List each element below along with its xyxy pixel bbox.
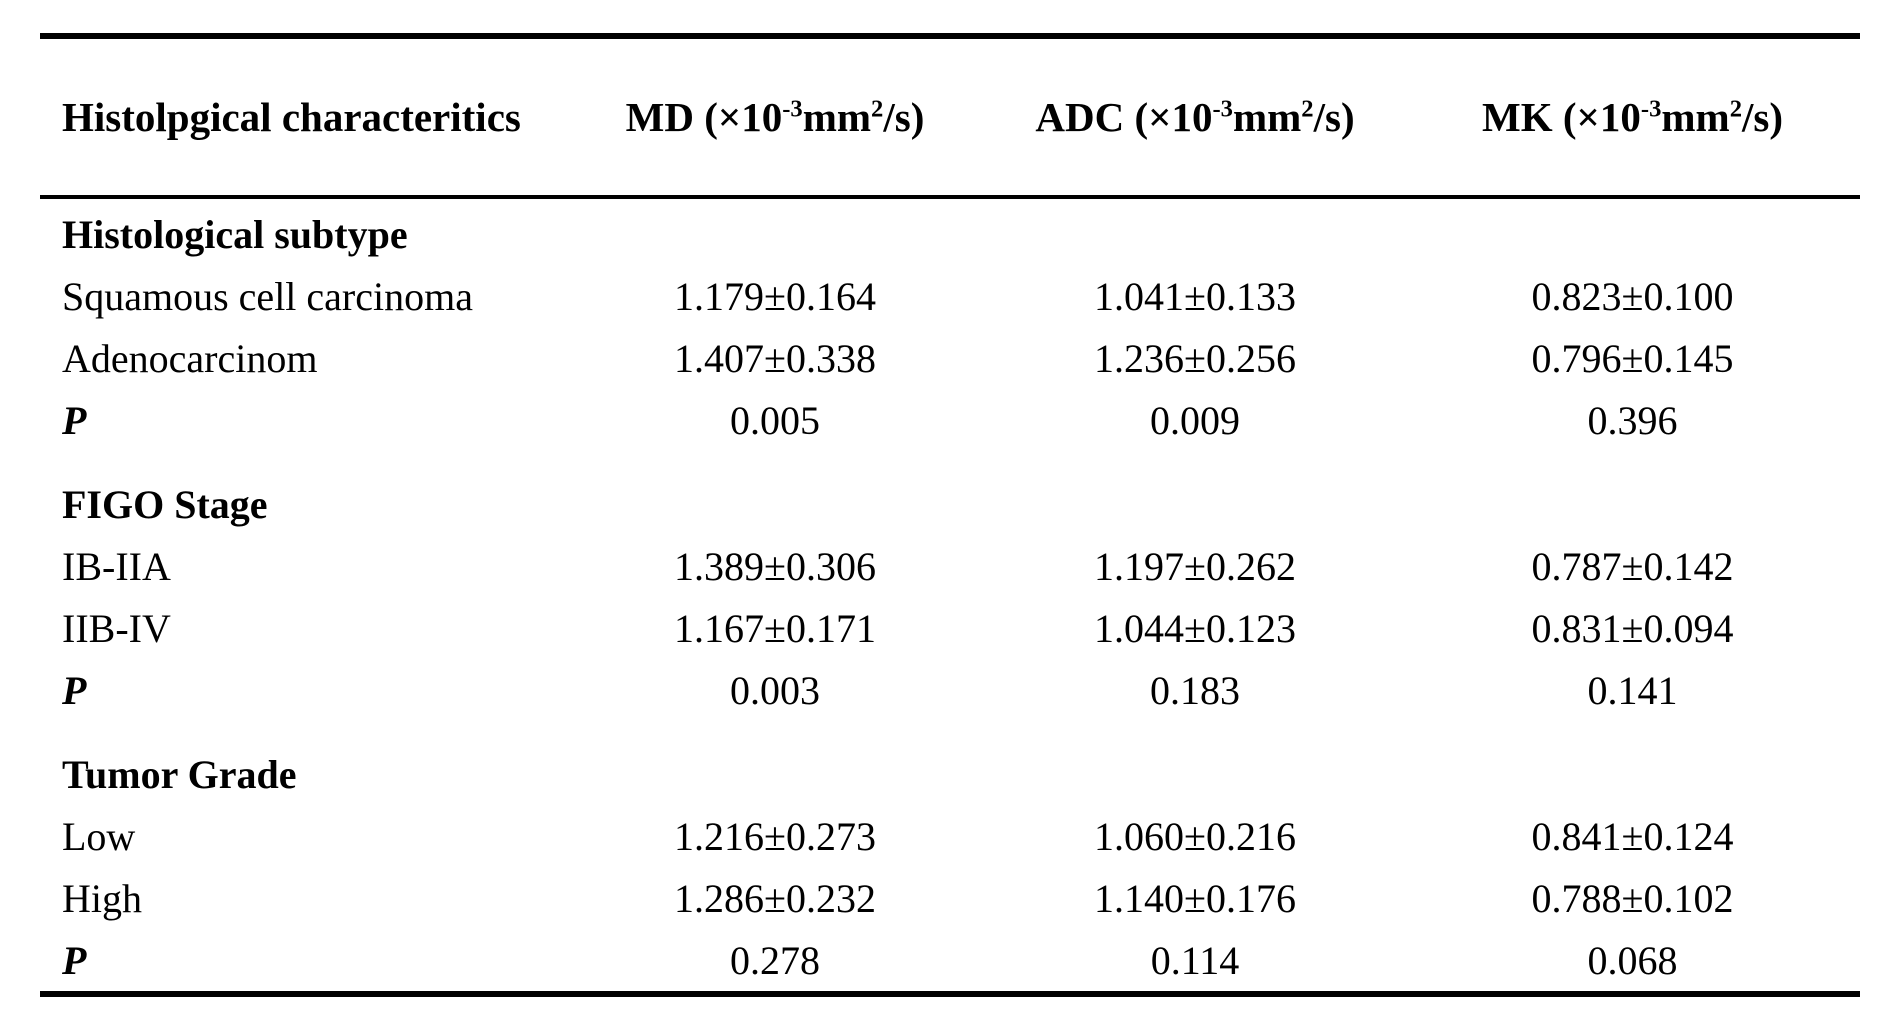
adc-unit-square: 2 xyxy=(1301,95,1314,123)
column-header-characteristics: Histolpgical characteritics xyxy=(62,94,521,140)
mk-p-value: 0.068 xyxy=(1587,937,1678,983)
section-histological-subtype: Histological subtype Squamous cell carci… xyxy=(40,203,1860,451)
section-title: Histological subtype xyxy=(62,211,408,257)
adc-unit-prefix: ADC (×10 xyxy=(1035,94,1213,140)
table-row: Adenocarcinom 1.407±0.338 1.236±0.256 0.… xyxy=(40,327,1860,389)
row-label: Squamous cell carcinoma xyxy=(62,273,473,319)
md-value: 1.216±0.273 xyxy=(674,813,876,859)
bottom-rule xyxy=(40,991,1860,997)
p-label: P xyxy=(62,937,87,983)
adc-p-value: 0.183 xyxy=(1150,667,1240,713)
table-body: Histological subtype Squamous cell carci… xyxy=(40,199,1860,991)
md-p-value: 0.003 xyxy=(730,667,820,713)
mk-unit-exponent: -3 xyxy=(1640,95,1662,123)
section-tumor-grade: Tumor Grade Low 1.216±0.273 1.060±0.216 … xyxy=(40,743,1860,991)
adc-value: 1.197±0.262 xyxy=(1094,543,1296,589)
md-unit-mm: mm xyxy=(802,94,872,140)
section-title-row: Histological subtype xyxy=(40,203,1860,265)
adc-value: 1.060±0.216 xyxy=(1094,813,1296,859)
top-rule xyxy=(40,33,1860,39)
p-label: P xyxy=(62,397,87,443)
adc-unit-mm: mm xyxy=(1232,94,1302,140)
mk-unit-prefix: MK (×10 xyxy=(1482,94,1641,140)
mk-p-value: 0.141 xyxy=(1587,667,1678,713)
adc-p-value: 0.114 xyxy=(1150,937,1240,983)
section-title-row: FIGO Stage xyxy=(40,473,1860,535)
md-p-value: 0.278 xyxy=(730,937,820,983)
row-label: Adenocarcinom xyxy=(62,335,318,381)
table-row: High 1.286±0.232 1.140±0.176 0.788±0.102 xyxy=(40,867,1860,929)
table-header-row: Histolpgical characteritics MD (×10-3mm2… xyxy=(40,39,1860,195)
mk-value: 0.788±0.102 xyxy=(1531,875,1734,921)
adc-p-value: 0.009 xyxy=(1150,397,1240,443)
mk-value: 0.823±0.100 xyxy=(1531,273,1734,319)
adc-value: 1.041±0.133 xyxy=(1094,273,1296,319)
md-value: 1.167±0.171 xyxy=(674,605,876,651)
md-value: 1.286±0.232 xyxy=(674,875,876,921)
md-unit-exponent: -3 xyxy=(782,95,803,123)
column-header-adc: ADC (×10-3mm2/s) xyxy=(985,93,1405,141)
table-row: Low 1.216±0.273 1.060±0.216 0.841±0.124 xyxy=(40,805,1860,867)
table-row: Squamous cell carcinoma 1.179±0.164 1.04… xyxy=(40,265,1860,327)
section-figo-stage: FIGO Stage IB-IIA 1.389±0.306 1.197±0.26… xyxy=(40,473,1860,721)
mk-value: 0.787±0.142 xyxy=(1531,543,1734,589)
column-header-md: MD (×10-3mm2/s) xyxy=(565,93,985,141)
section-title: Tumor Grade xyxy=(62,751,297,797)
row-label: IB-IIA xyxy=(62,543,171,589)
adc-value: 1.236±0.256 xyxy=(1094,335,1296,381)
md-value: 1.389±0.306 xyxy=(674,543,876,589)
adc-value: 1.140±0.176 xyxy=(1094,875,1296,921)
section-title: FIGO Stage xyxy=(62,481,268,527)
row-label: IIB-IV xyxy=(62,605,171,651)
p-value-row: P 0.278 0.114 0.068 xyxy=(40,929,1860,991)
mk-value: 0.796±0.145 xyxy=(1531,335,1734,381)
adc-value: 1.044±0.123 xyxy=(1094,605,1296,651)
table-row: IB-IIA 1.389±0.306 1.197±0.262 0.787±0.1… xyxy=(40,535,1860,597)
mk-value: 0.831±0.094 xyxy=(1531,605,1734,651)
mk-unit-square: 2 xyxy=(1729,95,1742,123)
mk-unit-suffix: /s) xyxy=(1741,94,1783,140)
md-unit-prefix: MD (×10 xyxy=(625,94,783,140)
column-header-mk: MK (×10-3mm2/s) xyxy=(1405,93,1860,141)
row-label: Low xyxy=(62,813,136,859)
mk-unit-mm: mm xyxy=(1661,94,1730,140)
md-unit-suffix: /s) xyxy=(883,94,925,140)
p-value-row: P 0.003 0.183 0.141 xyxy=(40,659,1860,721)
md-value: 1.179±0.164 xyxy=(674,273,876,319)
adc-unit-exponent: -3 xyxy=(1212,95,1233,123)
md-p-value: 0.005 xyxy=(730,397,820,443)
p-label: P xyxy=(62,667,87,713)
table-row: IIB-IV 1.167±0.171 1.044±0.123 0.831±0.0… xyxy=(40,597,1860,659)
section-title-row: Tumor Grade xyxy=(40,743,1860,805)
md-value: 1.407±0.338 xyxy=(674,335,876,381)
mk-value: 0.841±0.124 xyxy=(1531,813,1734,859)
adc-unit-suffix: /s) xyxy=(1313,94,1355,140)
mk-p-value: 0.396 xyxy=(1587,397,1678,443)
header-separator-rule xyxy=(40,195,1860,199)
md-unit-square: 2 xyxy=(871,95,884,123)
row-label: High xyxy=(62,875,142,921)
p-value-row: P 0.005 0.009 0.396 xyxy=(40,389,1860,451)
